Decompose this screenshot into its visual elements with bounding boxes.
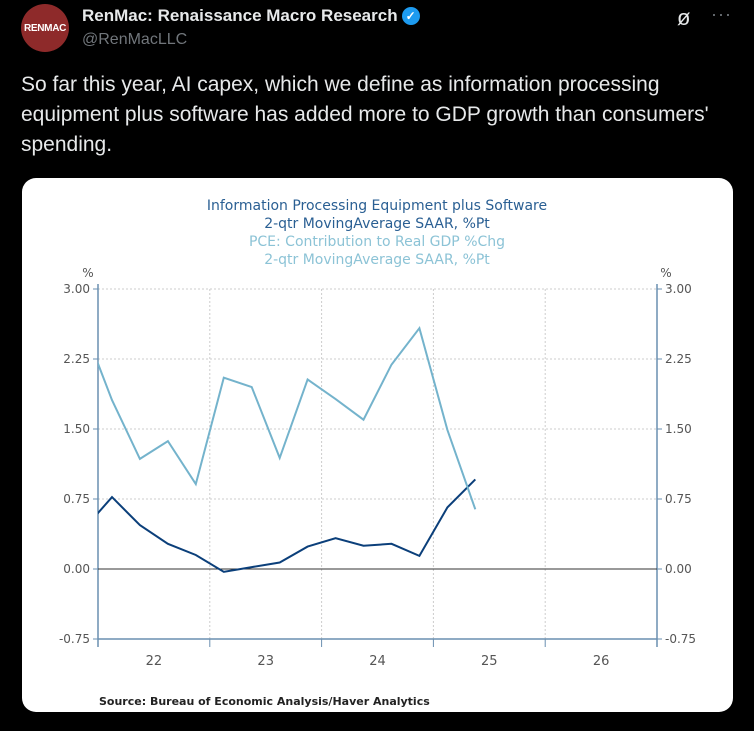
avatar-logo-text: RENMAC [23, 22, 67, 34]
chart-title-line: PCE: Contribution to Real GDP %Chg [249, 234, 505, 250]
grok-icon[interactable]: ø [677, 5, 691, 30]
display-name[interactable]: RenMac: Renaissance Macro Research ✓ [82, 6, 420, 26]
y-axis-unit-right: % [660, 266, 671, 280]
y-tick-label-right: 2.25 [665, 352, 692, 366]
avatar[interactable]: RENMAC [21, 4, 69, 52]
x-tick-label: 23 [257, 654, 274, 669]
y-tick-label-right: 0.75 [665, 492, 692, 506]
series-line-info-processing [98, 478, 477, 573]
y-tick-label-right: 0.00 [665, 562, 692, 576]
verified-badge-icon: ✓ [401, 7, 420, 25]
x-tick-label: 26 [593, 654, 610, 669]
y-axis-unit-left: % [82, 266, 93, 280]
y-tick-label-left: 0.00 [63, 562, 90, 576]
chart-title-line: 2-qtr MovingAverage SAAR, %Pt [264, 252, 490, 268]
chart-title-line: 2-qtr MovingAverage SAAR, %Pt [264, 216, 490, 232]
chart-source: Source: Bureau of Economic Analysis/Have… [99, 695, 430, 708]
y-tick-label-left: 1.50 [63, 422, 90, 436]
y-tick-label-right: -0.75 [665, 632, 696, 646]
x-tick-label: 25 [481, 654, 498, 669]
user-handle[interactable]: @RenMacLLC [82, 31, 188, 48]
more-dots-icon[interactable]: ··· [711, 4, 732, 24]
y-tick-label-left: -0.75 [59, 632, 90, 646]
x-tick-label: 22 [146, 654, 163, 669]
display-name-text: RenMac: Renaissance Macro Research [82, 6, 398, 25]
tweet-text: So far this year, AI capex, which we def… [21, 73, 709, 156]
y-tick-label-left: 0.75 [63, 492, 90, 506]
series-line-pce [98, 325, 477, 510]
chart-title-line: Information Processing Equipment plus So… [207, 198, 547, 214]
y-tick-label-left: 3.00 [63, 282, 90, 296]
y-tick-label-left: 2.25 [63, 352, 90, 366]
y-tick-label-right: 1.50 [665, 422, 692, 436]
line-chart: Information Processing Equipment plus So… [59, 198, 696, 708]
chart-card[interactable]: Information Processing Equipment plus So… [22, 178, 733, 712]
x-tick-label: 24 [369, 654, 386, 669]
y-tick-label-right: 3.00 [665, 282, 692, 296]
